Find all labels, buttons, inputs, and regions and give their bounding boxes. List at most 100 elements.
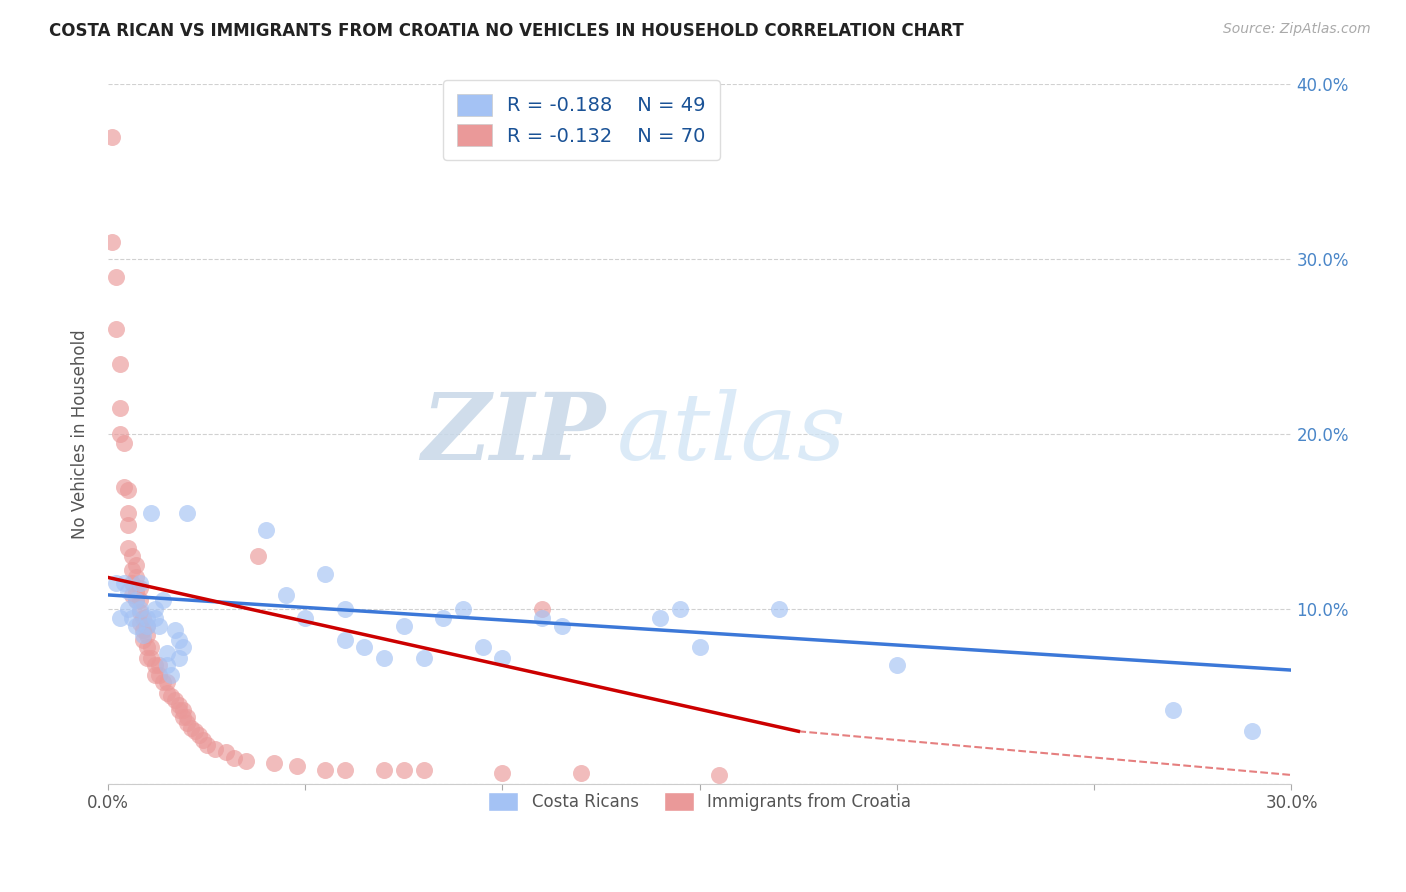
Point bbox=[254, 523, 277, 537]
Point bbox=[104, 575, 127, 590]
Point bbox=[132, 623, 155, 637]
Point bbox=[412, 763, 434, 777]
Point bbox=[124, 619, 146, 633]
Point bbox=[246, 549, 269, 564]
Legend: Costa Ricans, Immigrants from Croatia: Costa Ricans, Immigrants from Croatia bbox=[475, 779, 924, 824]
Point bbox=[1240, 724, 1263, 739]
Point bbox=[172, 710, 194, 724]
Point bbox=[128, 581, 150, 595]
Point bbox=[167, 703, 190, 717]
Point bbox=[101, 129, 124, 144]
Y-axis label: No Vehicles in Household: No Vehicles in Household bbox=[72, 329, 89, 539]
Point bbox=[392, 763, 415, 777]
Point bbox=[104, 269, 127, 284]
Point bbox=[148, 668, 170, 682]
Point bbox=[167, 651, 190, 665]
Point bbox=[530, 602, 553, 616]
Point bbox=[124, 593, 146, 607]
Point bbox=[314, 763, 336, 777]
Point bbox=[143, 668, 166, 682]
Point bbox=[117, 483, 139, 497]
Point bbox=[195, 739, 218, 753]
Point bbox=[148, 619, 170, 633]
Point bbox=[167, 633, 190, 648]
Point bbox=[156, 646, 179, 660]
Point bbox=[160, 690, 183, 704]
Point bbox=[128, 606, 150, 620]
Point bbox=[172, 703, 194, 717]
Point bbox=[148, 657, 170, 672]
Point bbox=[117, 584, 139, 599]
Point bbox=[569, 766, 592, 780]
Point bbox=[112, 435, 135, 450]
Point bbox=[124, 570, 146, 584]
Point bbox=[136, 628, 159, 642]
Point bbox=[143, 610, 166, 624]
Point bbox=[886, 657, 908, 672]
Text: Source: ZipAtlas.com: Source: ZipAtlas.com bbox=[1223, 22, 1371, 37]
Point bbox=[152, 593, 174, 607]
Point bbox=[117, 506, 139, 520]
Point bbox=[128, 593, 150, 607]
Point bbox=[124, 558, 146, 573]
Point bbox=[165, 623, 187, 637]
Point bbox=[215, 745, 238, 759]
Point bbox=[141, 506, 163, 520]
Point bbox=[165, 693, 187, 707]
Point bbox=[353, 640, 375, 655]
Point bbox=[136, 619, 159, 633]
Point bbox=[333, 763, 356, 777]
Point bbox=[121, 610, 143, 624]
Point bbox=[117, 602, 139, 616]
Point bbox=[128, 575, 150, 590]
Point bbox=[176, 715, 198, 730]
Point bbox=[689, 640, 711, 655]
Point bbox=[101, 235, 124, 249]
Point bbox=[235, 754, 257, 768]
Point bbox=[314, 566, 336, 581]
Point bbox=[709, 768, 731, 782]
Point bbox=[121, 575, 143, 590]
Point bbox=[136, 640, 159, 655]
Point bbox=[285, 759, 308, 773]
Point bbox=[184, 724, 207, 739]
Point bbox=[132, 628, 155, 642]
Point bbox=[132, 610, 155, 624]
Point bbox=[333, 602, 356, 616]
Point bbox=[112, 479, 135, 493]
Point bbox=[294, 610, 316, 624]
Point bbox=[143, 657, 166, 672]
Point bbox=[550, 619, 572, 633]
Point bbox=[128, 615, 150, 630]
Point bbox=[224, 750, 246, 764]
Point bbox=[108, 427, 131, 442]
Text: atlas: atlas bbox=[617, 389, 846, 479]
Point bbox=[180, 721, 202, 735]
Point bbox=[204, 741, 226, 756]
Point bbox=[160, 668, 183, 682]
Point bbox=[132, 633, 155, 648]
Point bbox=[121, 549, 143, 564]
Point bbox=[121, 564, 143, 578]
Point bbox=[108, 610, 131, 624]
Point bbox=[108, 357, 131, 371]
Point bbox=[373, 651, 395, 665]
Point bbox=[491, 766, 513, 780]
Point bbox=[274, 588, 297, 602]
Point bbox=[108, 401, 131, 415]
Point bbox=[1161, 703, 1184, 717]
Point bbox=[112, 575, 135, 590]
Point bbox=[141, 651, 163, 665]
Point bbox=[136, 619, 159, 633]
Point bbox=[373, 763, 395, 777]
Point bbox=[156, 686, 179, 700]
Text: COSTA RICAN VS IMMIGRANTS FROM CROATIA NO VEHICLES IN HOUSEHOLD CORRELATION CHAR: COSTA RICAN VS IMMIGRANTS FROM CROATIA N… bbox=[49, 22, 965, 40]
Point bbox=[768, 602, 790, 616]
Point bbox=[141, 640, 163, 655]
Text: ZIP: ZIP bbox=[420, 389, 605, 479]
Point bbox=[530, 610, 553, 624]
Point bbox=[263, 756, 285, 770]
Point bbox=[117, 518, 139, 533]
Point bbox=[333, 633, 356, 648]
Point bbox=[136, 610, 159, 624]
